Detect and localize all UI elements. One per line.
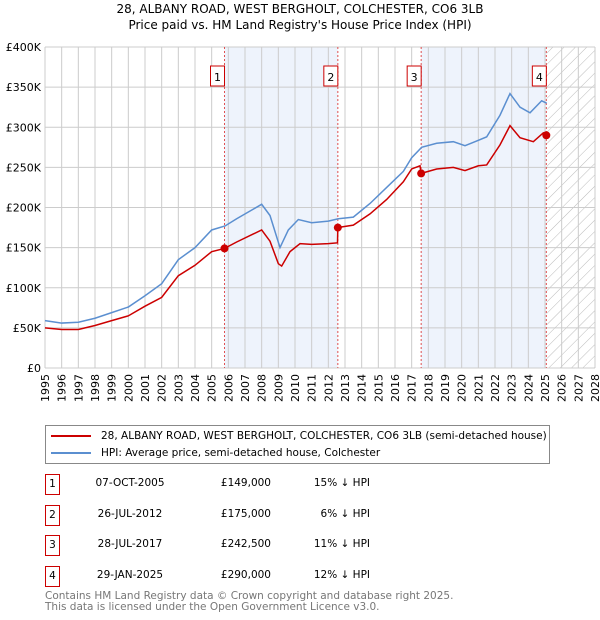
x-tick-label: 2013 xyxy=(339,374,352,402)
x-tick-label: 2008 xyxy=(256,374,269,402)
x-tick-label: 2025 xyxy=(539,374,552,402)
sale-row: 3 28-JUL-2017 £242,500 11% ↓ HPI xyxy=(45,535,545,556)
sale-date: 26-JUL-2012 xyxy=(97,507,163,520)
x-tick-label: 2004 xyxy=(189,374,202,402)
sale-label: 2 xyxy=(327,71,334,84)
x-tick-label: 2003 xyxy=(172,374,185,402)
sale-row: 4 29-JAN-2025 £290,000 12% ↓ HPI xyxy=(45,565,545,587)
sale-label-box xyxy=(210,65,225,87)
sale-price: £242,500 xyxy=(220,538,271,550)
x-tick-label: 1995 xyxy=(39,374,52,402)
x-tick-label: 2011 xyxy=(306,374,319,402)
sale-price: £149,000 xyxy=(220,477,271,489)
sale-point xyxy=(220,244,229,253)
x-tick-label: 2002 xyxy=(156,374,169,402)
footer-licence: This data is licensed under the Open Gov… xyxy=(45,601,380,613)
x-tick-label: 2016 xyxy=(389,374,402,402)
sale-hpi-diff: 11% ↓ HPI xyxy=(313,538,370,550)
x-tick-label: 2006 xyxy=(222,374,235,402)
x-tick-label: 1996 xyxy=(56,374,69,402)
x-tick-label: 2014 xyxy=(356,374,369,402)
y-tick-label: £350K xyxy=(6,81,42,94)
sale-label: 4 xyxy=(536,71,543,84)
x-tick-label: 2009 xyxy=(272,374,285,402)
x-tick-label: 2018 xyxy=(422,374,435,402)
y-tick-label: £250K xyxy=(6,161,42,174)
sale-row: 2 26-JUL-2012 £175,000 6% ↓ HPI xyxy=(45,504,545,526)
x-tick-label: 1997 xyxy=(72,374,85,402)
sale-hpi-diff: 6% ↓ HPI xyxy=(320,507,370,520)
x-tick-label: 2023 xyxy=(506,374,519,402)
footer-copyright: Contains HM Land Registry data © Crown c… xyxy=(45,590,454,602)
x-tick-label: 2026 xyxy=(556,374,569,402)
sale-price: £290,000 xyxy=(220,568,271,581)
sale-point xyxy=(417,169,426,178)
x-tick-label: 2015 xyxy=(372,374,385,402)
sale-point xyxy=(542,131,551,140)
chart-subtitle: Price paid vs. HM Land Registry's House … xyxy=(128,18,472,32)
y-tick-label: £0 xyxy=(27,362,41,375)
x-tick-label: 2022 xyxy=(489,374,502,402)
x-tick-label: 2027 xyxy=(572,374,585,402)
sale-date: 29-JAN-2025 xyxy=(96,568,164,581)
y-tick-label: £400K xyxy=(6,41,42,54)
legend: 28, ALBANY ROAD, WEST BERGHOLT, COLCHEST… xyxy=(45,425,550,464)
sale-number: 1 xyxy=(45,474,60,495)
sale-hpi-diff: 15% ↓ HPI xyxy=(313,477,370,489)
y-tick-label: £100K xyxy=(6,282,42,295)
y-tick-label: £200K xyxy=(6,202,42,215)
sale-label: 1 xyxy=(214,71,221,84)
y-tick-label: £50K xyxy=(13,322,42,335)
legend-property: 28, ALBANY ROAD, WEST BERGHOLT, COLCHEST… xyxy=(101,430,547,442)
x-tick-label: 2017 xyxy=(406,374,419,402)
sale-label-box xyxy=(531,65,547,87)
property-price-line xyxy=(44,124,548,331)
sale-label-box xyxy=(406,65,422,87)
sale-number: 3 xyxy=(45,535,60,556)
hpi-line xyxy=(44,92,547,324)
sale-row: 1 07-OCT-2005 £149,000 15% ↓ HPI xyxy=(45,474,545,495)
x-tick-label: 1999 xyxy=(106,374,119,402)
sale-label: 3 xyxy=(411,71,418,84)
sale-number: 2 xyxy=(45,504,60,526)
legend-hpi: HPI: Average price, semi-detached house,… xyxy=(101,447,381,459)
x-tick-label: 2005 xyxy=(206,374,219,402)
sale-number: 4 xyxy=(45,565,60,587)
y-tick-label: £300K xyxy=(6,121,42,134)
x-tick-label: 1998 xyxy=(89,374,102,402)
x-tick-label: 2021 xyxy=(472,374,485,402)
sale-date: 28-JUL-2017 xyxy=(97,538,163,550)
x-tick-label: 2001 xyxy=(139,374,152,402)
plot-area: 1995 1996 1997 1998 1999 2000 2001 2002 2003 2004… xyxy=(6,41,600,402)
x-tick-label: 2000 xyxy=(122,374,135,402)
sale-price: £175,000 xyxy=(220,507,271,520)
sale-date: 07-OCT-2005 xyxy=(95,477,165,489)
sale-point xyxy=(333,223,342,232)
x-tick-label: 2007 xyxy=(239,374,252,402)
sale-hpi-diff: 12% ↓ HPI xyxy=(313,568,370,581)
legend-swatch-hpi xyxy=(51,452,91,454)
x-tick-label: 2028 xyxy=(589,374,600,402)
y-tick-label: £150K xyxy=(6,242,42,255)
x-tick-label: 2024 xyxy=(522,374,535,402)
sale-label-box xyxy=(323,65,339,87)
x-tick-label: 2020 xyxy=(456,374,469,402)
legend-swatch-property xyxy=(51,435,91,437)
x-tick-label: 2019 xyxy=(439,374,452,402)
x-tick-label: 2010 xyxy=(289,374,302,402)
chart-title: 28, ALBANY ROAD, WEST BERGHOLT, COLCHEST… xyxy=(116,2,484,16)
x-tick-label: 2012 xyxy=(322,374,335,402)
